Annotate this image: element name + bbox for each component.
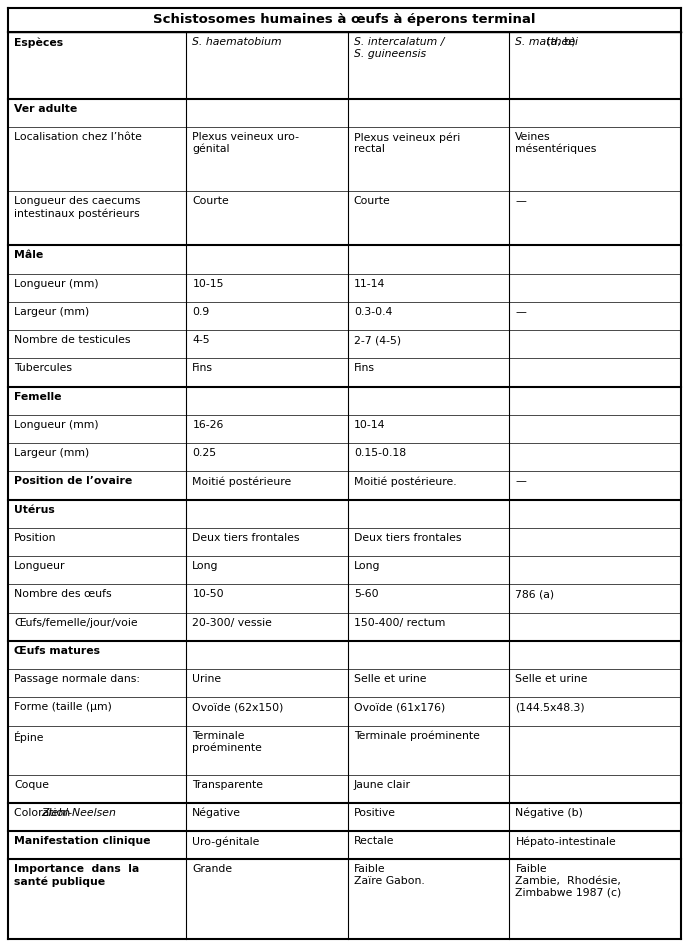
Text: Selle et urine: Selle et urine (354, 674, 426, 685)
Text: Hépato-intestinale: Hépato-intestinale (515, 836, 616, 847)
Text: 16-26: 16-26 (192, 420, 224, 430)
Text: Coque: Coque (14, 779, 49, 790)
Text: Jaune clair: Jaune clair (354, 779, 411, 790)
Text: 0.15-0.18: 0.15-0.18 (354, 448, 406, 458)
Text: Veines
mésentériques: Veines mésentériques (515, 132, 597, 154)
Text: Positive: Positive (354, 808, 396, 818)
Text: Tubercules: Tubercules (14, 364, 72, 373)
Text: Importance  dans  la
santé publique: Importance dans la santé publique (14, 865, 139, 886)
Text: 150-400/ rectum: 150-400/ rectum (354, 617, 445, 628)
Text: Négative (b): Négative (b) (515, 808, 584, 818)
Text: 20-300/ vessie: 20-300/ vessie (192, 617, 272, 628)
Text: Moitié postérieure.: Moitié postérieure. (354, 476, 457, 487)
Text: Longueur: Longueur (14, 562, 65, 571)
Text: 0.3-0.4: 0.3-0.4 (354, 307, 392, 317)
Text: Longueur (mm): Longueur (mm) (14, 278, 99, 289)
Text: Schistosomes humaines à œufs à éperons terminal: Schistosomes humaines à œufs à éperons t… (153, 13, 536, 27)
Text: 5-60: 5-60 (354, 589, 378, 599)
Text: Largeur (mm): Largeur (mm) (14, 448, 90, 458)
Text: 10-14: 10-14 (354, 420, 385, 430)
Text: Plexus veineux uro-
génital: Plexus veineux uro- génital (192, 132, 299, 154)
Text: Terminale proéminente: Terminale proéminente (354, 731, 480, 742)
Text: Position: Position (14, 533, 56, 543)
Text: —: — (515, 307, 526, 317)
Text: Manifestation clinique: Manifestation clinique (14, 836, 150, 846)
Text: Uro-génitale: Uro-génitale (192, 836, 260, 847)
Text: Fins: Fins (192, 364, 214, 373)
Text: Localisation chez l’hôte: Localisation chez l’hôte (14, 132, 142, 142)
Text: Ovoïde (61x176): Ovoïde (61x176) (354, 703, 445, 712)
Text: 10-50: 10-50 (192, 589, 224, 599)
Text: Transparente: Transparente (192, 779, 263, 790)
Text: Deux tiers frontales: Deux tiers frontales (354, 533, 462, 543)
Text: Deux tiers frontales: Deux tiers frontales (192, 533, 300, 543)
Text: Position de l’ovaire: Position de l’ovaire (14, 476, 132, 487)
Text: Courte: Courte (354, 196, 391, 206)
Text: Long: Long (354, 562, 380, 571)
Text: Urine: Urine (192, 674, 221, 685)
Text: 4-5: 4-5 (192, 335, 210, 345)
Text: 0.25: 0.25 (192, 448, 216, 458)
Text: S. mattheei: S. mattheei (515, 37, 578, 47)
Text: Rectale: Rectale (354, 836, 394, 846)
Text: Largeur (mm): Largeur (mm) (14, 307, 90, 317)
Text: Grande: Grande (192, 865, 232, 874)
Text: Utérus: Utérus (14, 505, 54, 514)
Text: Courte: Courte (192, 196, 229, 206)
Text: Nombre de testicules: Nombre de testicules (14, 335, 130, 345)
Text: (144.5x48.3): (144.5x48.3) (515, 703, 585, 712)
Text: Faible
Zaïre Gabon.: Faible Zaïre Gabon. (354, 865, 424, 886)
Text: Épine: Épine (14, 731, 45, 742)
Text: Longueur (mm): Longueur (mm) (14, 420, 99, 430)
Text: Moitié postérieure: Moitié postérieure (192, 476, 291, 487)
Text: 2-7 (4-5): 2-7 (4-5) (354, 335, 401, 345)
Text: Ovoïde (62x150): Ovoïde (62x150) (192, 703, 284, 712)
Text: 11-14: 11-14 (354, 278, 385, 289)
Text: Selle et urine: Selle et urine (515, 674, 588, 685)
Text: Nombre des œufs: Nombre des œufs (14, 589, 112, 599)
Text: Forme (taille (µm): Forme (taille (µm) (14, 703, 112, 712)
Text: Longueur des caecums
intestinaux postérieurs: Longueur des caecums intestinaux postéri… (14, 196, 141, 219)
Text: Œufs matures: Œufs matures (14, 646, 100, 656)
Text: Coloration: Coloration (14, 808, 74, 818)
Text: S. intercalatum /
S. guineensis: S. intercalatum / S. guineensis (354, 37, 444, 59)
Text: 786 (a): 786 (a) (515, 589, 555, 599)
Text: Terminale
proéminente: Terminale proéminente (192, 731, 263, 753)
Text: Faible
Zambie,  Rhodésie,
Zimbabwe 1987 (c): Faible Zambie, Rhodésie, Zimbabwe 1987 (… (515, 865, 621, 898)
Text: —: — (515, 196, 526, 206)
Text: Fins: Fins (354, 364, 375, 373)
Text: Ver adulte: Ver adulte (14, 104, 77, 114)
Text: S. haematobium: S. haematobium (192, 37, 282, 47)
Text: (a, b): (a, b) (543, 37, 575, 47)
Text: Ziehl-Neelsen: Ziehl-Neelsen (41, 808, 116, 818)
Text: 10-15: 10-15 (192, 278, 224, 289)
Text: Passage normale dans:: Passage normale dans: (14, 674, 140, 685)
Text: Œufs/femelle/jour/voie: Œufs/femelle/jour/voie (14, 617, 138, 628)
Text: Mâle: Mâle (14, 250, 43, 260)
Text: Femelle: Femelle (14, 391, 61, 402)
Text: Espèces: Espèces (14, 37, 63, 47)
Text: Plexus veineux péri
rectal: Plexus veineux péri rectal (354, 132, 460, 154)
Text: Long: Long (192, 562, 219, 571)
Text: —: — (515, 476, 526, 487)
Text: Négative: Négative (192, 808, 241, 818)
Text: 0.9: 0.9 (192, 307, 209, 317)
